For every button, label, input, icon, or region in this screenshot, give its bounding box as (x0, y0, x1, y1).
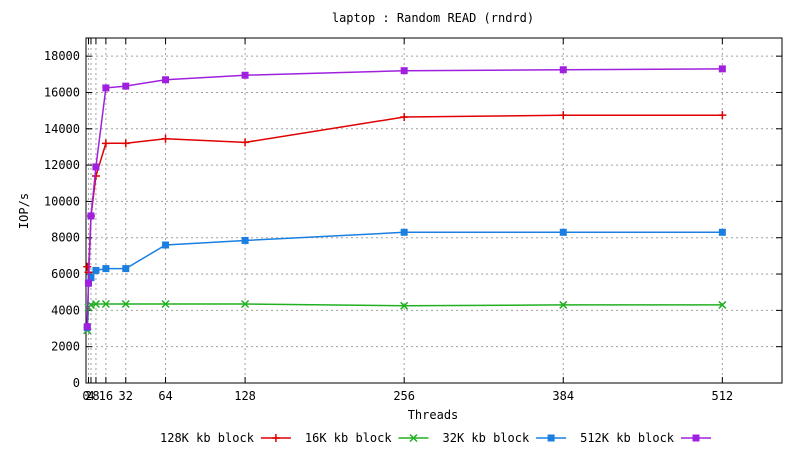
legend-label: 128K kb block (160, 431, 255, 445)
legend-item: 32K kb block (443, 431, 567, 445)
x-tick-label: 256 (393, 389, 415, 403)
y-tick-label: 8000 (51, 231, 80, 245)
series (83, 65, 726, 331)
data-point (409, 433, 418, 443)
y-tick-label: 14000 (44, 122, 80, 136)
data-point (102, 84, 110, 92)
chart-title: laptop : Random READ (rndrd) (332, 11, 534, 25)
data-point (400, 67, 408, 75)
legend-item: 512K kb block (580, 431, 711, 445)
x-tick-label: 16 (99, 389, 113, 403)
plot-frame (85, 37, 783, 384)
legend-label: 512K kb block (580, 431, 675, 445)
data-point (101, 139, 110, 148)
y-tick-label: 12000 (44, 158, 80, 172)
data-point (241, 299, 250, 309)
data-point (559, 66, 567, 74)
x-tick-label: 8 (92, 389, 99, 403)
data-point (400, 301, 409, 310)
data-point (241, 236, 249, 244)
y-tick-label: 10000 (44, 194, 80, 208)
y-tick-label: 0 (73, 376, 80, 390)
data-point (83, 323, 91, 331)
series-line (86, 68, 723, 327)
x-tick-label: 512 (711, 389, 733, 403)
data-point (718, 300, 727, 309)
x-tick-label: 2 (85, 389, 92, 403)
series (83, 228, 726, 332)
data-point (92, 163, 100, 171)
series (83, 111, 727, 277)
data-point (718, 65, 726, 73)
data-point (91, 299, 100, 309)
data-point (161, 299, 170, 309)
data-point (102, 265, 110, 273)
data-point (559, 300, 568, 309)
data-point (162, 76, 170, 84)
data-point (559, 228, 567, 236)
data-point (271, 434, 280, 442)
x-tick-label: 128 (234, 389, 256, 403)
x-tick-label: 64 (158, 389, 172, 403)
data-point (92, 266, 100, 274)
y-tick-label: 2000 (51, 340, 80, 354)
data-point (87, 274, 95, 282)
y-tick-label: 18000 (44, 49, 80, 63)
series (83, 299, 727, 335)
data-point (84, 279, 92, 287)
legend-label: 32K kb block (443, 431, 530, 445)
x-tick-label: 0 (82, 389, 89, 403)
y-tick-label: 16000 (44, 85, 80, 99)
data-point (121, 139, 130, 148)
y-axis-label: IOP/s (17, 193, 31, 229)
y-tick-label: 4000 (51, 303, 80, 317)
data-point (122, 265, 130, 273)
legend-item: 128K kb block (160, 431, 291, 445)
x-tick-label: 384 (552, 389, 574, 403)
data-point (241, 71, 249, 79)
data-point (161, 134, 170, 143)
data-point (122, 82, 130, 90)
data-point (559, 111, 568, 120)
data-point (87, 212, 95, 220)
data-point (692, 434, 700, 442)
legend-item: 16K kb block (305, 431, 429, 445)
series-line (86, 231, 723, 328)
y-tick-label: 6000 (51, 267, 80, 281)
series-line (86, 303, 723, 331)
data-point (121, 299, 130, 309)
x-tick-label: 32 (119, 389, 133, 403)
data-point (83, 262, 92, 271)
x-axis-label: Threads (408, 408, 459, 422)
series-line (86, 114, 723, 273)
data-point (718, 111, 727, 120)
data-point (162, 241, 170, 249)
data-point (241, 138, 250, 147)
x-tick-label: 4 (87, 389, 94, 403)
data-point (400, 112, 409, 121)
legend-label: 16K kb block (305, 431, 392, 445)
data-point (400, 228, 408, 236)
data-point (718, 228, 726, 236)
data-point (101, 299, 110, 309)
data-point (547, 434, 555, 442)
